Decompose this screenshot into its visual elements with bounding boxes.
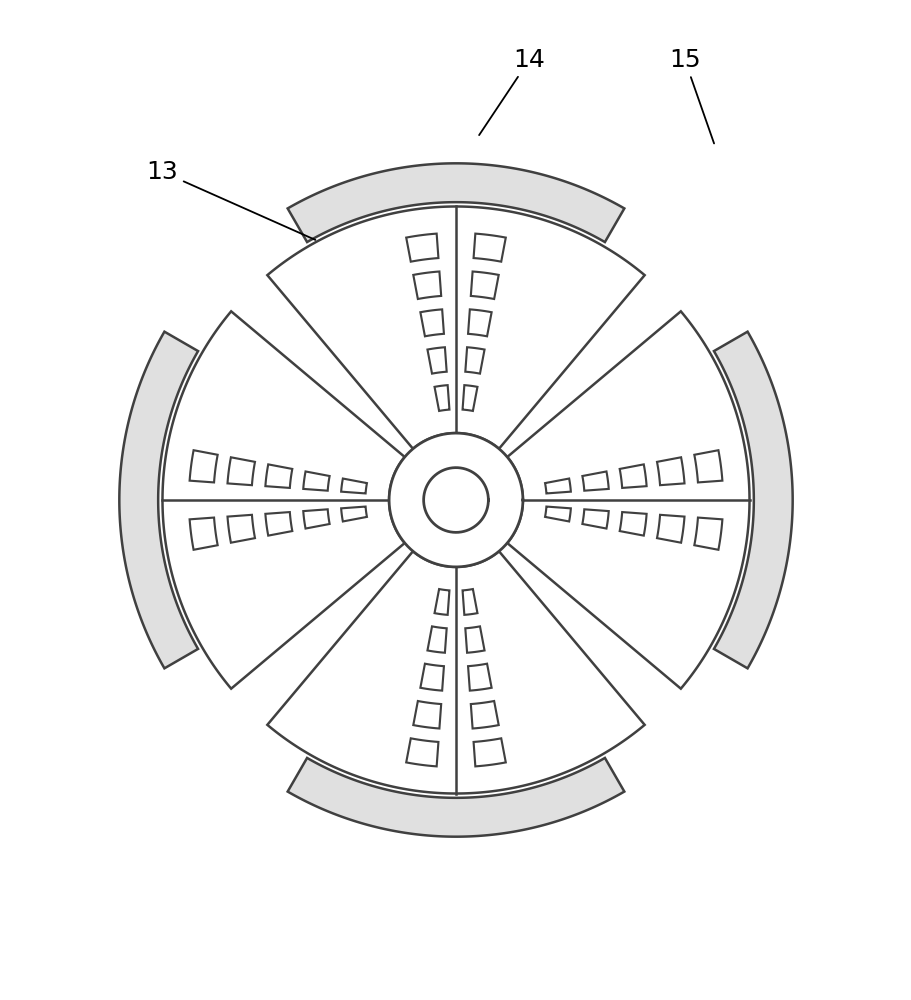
- Polygon shape: [619, 512, 646, 536]
- Polygon shape: [507, 311, 749, 689]
- Polygon shape: [465, 626, 484, 653]
- Polygon shape: [420, 309, 444, 336]
- Polygon shape: [405, 738, 438, 766]
- Polygon shape: [341, 479, 366, 493]
- Text: 14: 14: [478, 48, 545, 135]
- Polygon shape: [413, 271, 441, 299]
- Polygon shape: [424, 468, 487, 532]
- Polygon shape: [545, 507, 570, 521]
- Polygon shape: [420, 664, 444, 691]
- Polygon shape: [619, 464, 646, 488]
- Polygon shape: [162, 311, 404, 689]
- Polygon shape: [405, 234, 438, 262]
- Polygon shape: [656, 515, 684, 543]
- Polygon shape: [473, 234, 506, 262]
- Polygon shape: [713, 332, 792, 668]
- Polygon shape: [473, 738, 506, 766]
- Polygon shape: [267, 551, 644, 794]
- Polygon shape: [413, 701, 441, 729]
- Text: 13: 13: [147, 160, 315, 240]
- Polygon shape: [545, 479, 570, 493]
- Polygon shape: [267, 206, 644, 449]
- Polygon shape: [341, 507, 366, 521]
- Polygon shape: [427, 626, 446, 653]
- Polygon shape: [227, 457, 255, 485]
- Polygon shape: [227, 515, 255, 543]
- Polygon shape: [462, 385, 477, 411]
- Polygon shape: [434, 385, 449, 411]
- Polygon shape: [434, 589, 449, 615]
- Polygon shape: [656, 457, 684, 485]
- Polygon shape: [287, 163, 624, 242]
- Polygon shape: [470, 701, 498, 729]
- Polygon shape: [119, 332, 198, 668]
- Polygon shape: [427, 347, 446, 374]
- Polygon shape: [693, 518, 722, 550]
- Polygon shape: [389, 433, 522, 567]
- Polygon shape: [303, 471, 329, 491]
- Polygon shape: [303, 509, 329, 529]
- Polygon shape: [582, 471, 608, 491]
- Polygon shape: [693, 450, 722, 482]
- Polygon shape: [265, 464, 292, 488]
- Polygon shape: [462, 589, 477, 615]
- Polygon shape: [287, 758, 624, 837]
- Polygon shape: [467, 664, 491, 691]
- Polygon shape: [465, 347, 484, 374]
- Polygon shape: [189, 450, 218, 482]
- Polygon shape: [189, 518, 218, 550]
- Text: 15: 15: [669, 48, 713, 143]
- Polygon shape: [467, 309, 491, 336]
- Polygon shape: [265, 512, 292, 536]
- Polygon shape: [582, 509, 608, 529]
- Polygon shape: [470, 271, 498, 299]
